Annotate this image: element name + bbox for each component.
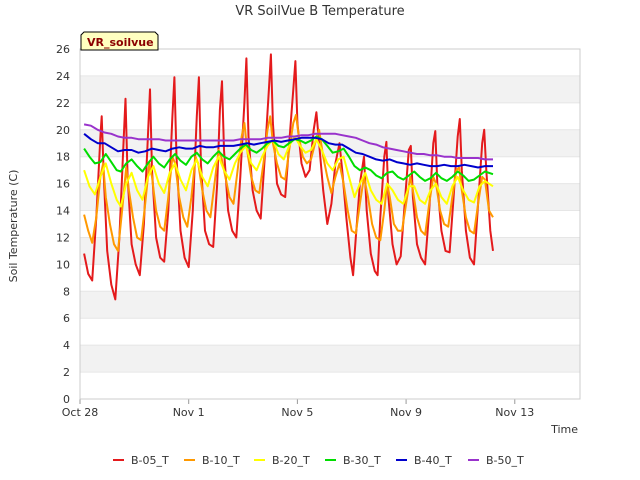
y-tick-label: 16 — [56, 178, 70, 191]
y-tick-label: 4 — [63, 339, 70, 352]
x-tick-label: Nov 9 — [390, 406, 422, 419]
x-tick-label: Nov 1 — [173, 406, 205, 419]
badge: VR_soilvue — [80, 31, 159, 51]
y-tick-label: 12 — [56, 231, 70, 244]
legend-label: B-50_T — [486, 454, 524, 467]
y-tick-label: 18 — [56, 151, 70, 164]
series-line-b-50-t — [83, 123, 493, 161]
y-tick-label: 26 — [56, 43, 70, 56]
grid-band — [80, 345, 580, 373]
y-tick-label: 20 — [56, 124, 70, 137]
plot-border — [79, 48, 581, 400]
x-axis-ticks: Oct 28 Nov 1 Nov 5 Nov 9 Nov 13 — [62, 399, 534, 419]
series-line-b-10-t — [83, 114, 494, 252]
y-tick-label: 22 — [56, 97, 70, 110]
grid-band — [80, 237, 580, 265]
grid-band — [80, 75, 580, 103]
legend-label: B-05_T — [131, 454, 169, 467]
y-axis-label: Soil Temperature (C) — [7, 170, 20, 283]
series-line-b-40-t — [83, 133, 493, 169]
y-tick-label: 2 — [63, 366, 70, 379]
y-tick-label: 6 — [63, 312, 70, 325]
x-tick-label: Nov 13 — [495, 406, 534, 419]
badge-label: VR_soilvue — [87, 36, 154, 49]
grid-band — [80, 291, 580, 319]
y-tick-label: 10 — [56, 258, 70, 271]
y-tick-label: 8 — [63, 285, 70, 298]
legend-item-b-05-t: B-05_T — [113, 454, 169, 467]
legend-label: B-10_T — [202, 454, 240, 467]
y-tick-label: 14 — [56, 205, 70, 218]
legend-label: B-40_T — [414, 454, 452, 467]
legend-label: B-20_T — [272, 454, 310, 467]
series-line-b-30-t — [83, 135, 494, 182]
legend-item-b-30-t: B-30_T — [325, 454, 381, 467]
legend-item-b-40-t: B-40_T — [396, 454, 452, 467]
legend-item-b-10-t: B-10_T — [184, 454, 240, 467]
x-axis-label: Time — [550, 423, 578, 436]
y-tick-label: 0 — [63, 393, 70, 406]
legend-item-b-20-t: B-20_T — [254, 454, 310, 467]
legend-label: B-30_T — [343, 454, 381, 467]
series-lines — [83, 53, 494, 301]
legend: B-05_T B-10_T B-20_T B-30_T B-40_T B-50_T — [113, 454, 524, 467]
x-tick-label: Nov 5 — [281, 406, 313, 419]
y-tick-label: 24 — [56, 70, 70, 83]
x-tick-label: Oct 28 — [62, 406, 99, 419]
chart-title: VR SoilVue B Temperature — [235, 4, 404, 19]
badge-box — [80, 31, 159, 51]
series-line-b-20-t — [83, 135, 494, 208]
legend-item-b-50-t: B-50_T — [468, 454, 524, 467]
